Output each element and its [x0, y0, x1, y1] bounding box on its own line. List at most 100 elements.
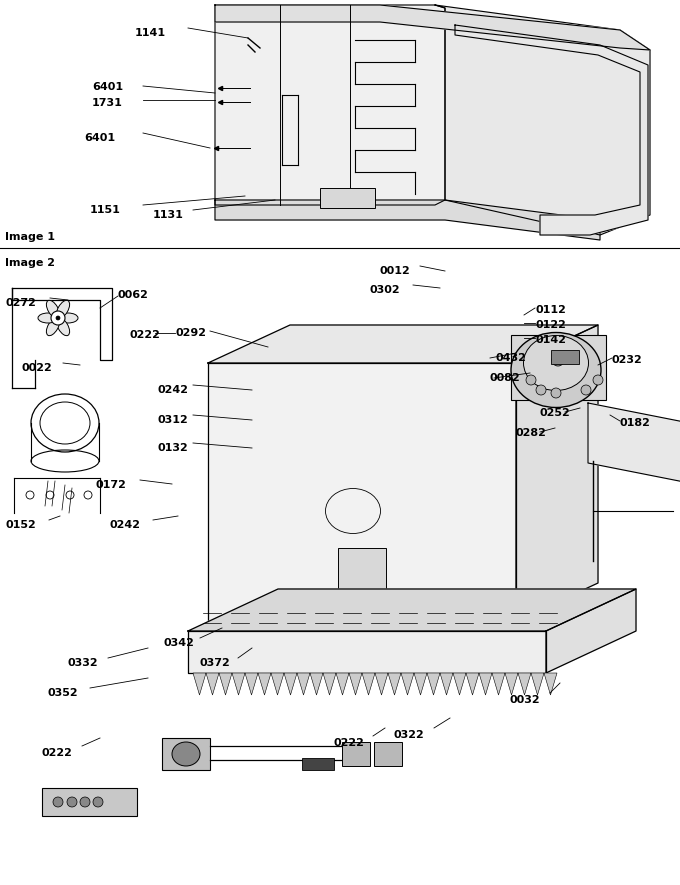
- Text: 0022: 0022: [22, 363, 53, 373]
- Text: 0292: 0292: [175, 328, 206, 338]
- Ellipse shape: [172, 742, 200, 766]
- Text: 0222: 0222: [130, 330, 161, 340]
- Polygon shape: [232, 673, 245, 695]
- Polygon shape: [453, 673, 466, 695]
- Polygon shape: [492, 673, 505, 695]
- Polygon shape: [440, 673, 453, 695]
- Bar: [551, 350, 579, 364]
- Polygon shape: [215, 200, 600, 240]
- Polygon shape: [206, 673, 219, 695]
- Polygon shape: [388, 673, 401, 695]
- Polygon shape: [193, 673, 206, 695]
- Text: 0182: 0182: [620, 418, 651, 428]
- Polygon shape: [362, 673, 375, 695]
- Polygon shape: [375, 673, 388, 695]
- Text: 0232: 0232: [612, 355, 643, 365]
- Circle shape: [536, 385, 546, 395]
- Text: Image 2: Image 2: [5, 258, 55, 268]
- Circle shape: [552, 354, 564, 366]
- Text: 1131: 1131: [153, 210, 184, 220]
- Polygon shape: [427, 673, 440, 695]
- Text: 6401: 6401: [92, 82, 123, 92]
- Bar: [342, 742, 370, 766]
- Ellipse shape: [56, 300, 69, 319]
- Polygon shape: [516, 325, 598, 621]
- Polygon shape: [505, 673, 518, 695]
- Bar: [511, 335, 606, 400]
- Circle shape: [67, 797, 77, 807]
- Polygon shape: [518, 673, 531, 695]
- Polygon shape: [284, 673, 297, 695]
- Text: 0242: 0242: [110, 520, 141, 530]
- Text: 1731: 1731: [92, 98, 123, 108]
- Polygon shape: [188, 589, 636, 631]
- Circle shape: [93, 797, 103, 807]
- Text: 0032: 0032: [510, 695, 541, 705]
- Text: 0012: 0012: [380, 266, 411, 276]
- Polygon shape: [219, 673, 232, 695]
- Text: 0082: 0082: [490, 373, 521, 383]
- Polygon shape: [297, 673, 310, 695]
- Ellipse shape: [511, 333, 601, 407]
- Polygon shape: [466, 673, 479, 695]
- Bar: [342, 591, 382, 613]
- Circle shape: [593, 375, 603, 385]
- Polygon shape: [323, 673, 336, 695]
- Circle shape: [56, 316, 60, 320]
- Text: 1141: 1141: [135, 28, 166, 38]
- Text: 0432: 0432: [496, 353, 527, 363]
- Ellipse shape: [56, 318, 69, 335]
- Bar: [302, 758, 334, 770]
- Text: 0312: 0312: [158, 415, 189, 425]
- Text: 0242: 0242: [158, 385, 189, 395]
- Text: 0142: 0142: [535, 335, 566, 345]
- Polygon shape: [414, 673, 427, 695]
- Circle shape: [551, 388, 561, 398]
- Polygon shape: [310, 673, 323, 695]
- Bar: [338, 548, 386, 590]
- Circle shape: [526, 375, 536, 385]
- Text: 0342: 0342: [164, 638, 195, 648]
- Circle shape: [80, 797, 90, 807]
- Bar: [320, 188, 375, 208]
- Text: 0252: 0252: [540, 408, 571, 418]
- Text: 0272: 0272: [6, 298, 37, 308]
- Bar: [162, 738, 210, 770]
- Ellipse shape: [524, 335, 588, 390]
- Text: 0062: 0062: [118, 290, 149, 300]
- Text: Image 1: Image 1: [5, 232, 55, 242]
- Polygon shape: [531, 673, 544, 695]
- Circle shape: [53, 797, 63, 807]
- Text: 0122: 0122: [535, 320, 566, 330]
- Ellipse shape: [46, 318, 60, 335]
- Text: 0172: 0172: [95, 480, 126, 490]
- Polygon shape: [208, 325, 598, 363]
- Polygon shape: [546, 589, 636, 673]
- Polygon shape: [455, 25, 648, 235]
- Text: 0372: 0372: [200, 658, 231, 668]
- Text: 1151: 1151: [90, 205, 121, 215]
- Polygon shape: [188, 631, 546, 673]
- Text: 0132: 0132: [158, 443, 189, 453]
- Polygon shape: [588, 403, 680, 493]
- Polygon shape: [544, 673, 557, 695]
- Polygon shape: [215, 5, 650, 50]
- Text: 0222: 0222: [334, 738, 365, 748]
- Text: 0352: 0352: [48, 688, 79, 698]
- Polygon shape: [258, 673, 271, 695]
- Bar: [374, 742, 402, 766]
- Polygon shape: [435, 5, 650, 235]
- Polygon shape: [479, 673, 492, 695]
- Text: 0152: 0152: [6, 520, 37, 530]
- Polygon shape: [271, 673, 284, 695]
- Polygon shape: [245, 673, 258, 695]
- Text: 0332: 0332: [68, 658, 99, 668]
- Ellipse shape: [38, 313, 58, 323]
- Text: 0222: 0222: [42, 748, 73, 758]
- Ellipse shape: [46, 300, 60, 319]
- Ellipse shape: [58, 313, 78, 323]
- Polygon shape: [401, 673, 414, 695]
- Polygon shape: [208, 363, 516, 621]
- Polygon shape: [349, 673, 362, 695]
- Polygon shape: [215, 5, 445, 205]
